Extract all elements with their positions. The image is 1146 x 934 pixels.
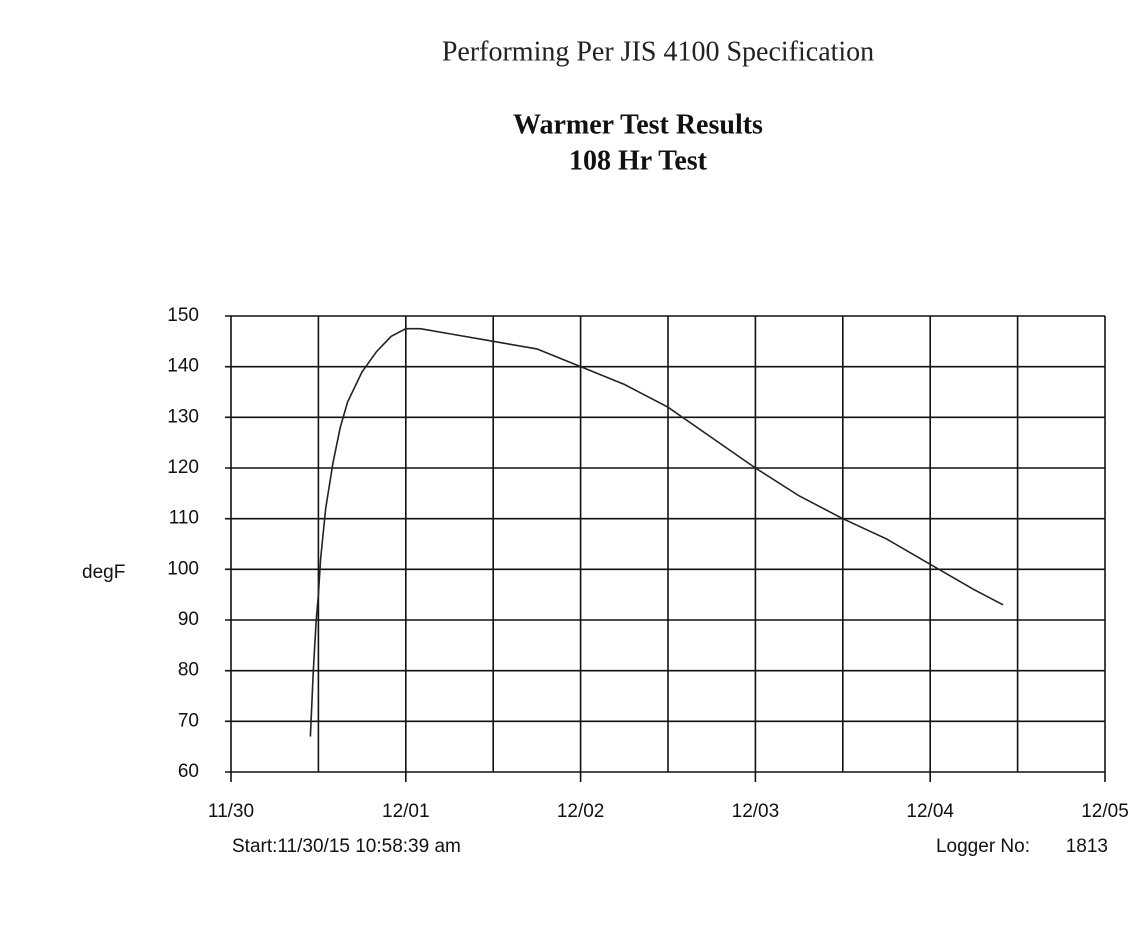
y-tick-label: 80: [178, 660, 199, 681]
chart-subtitle: 108 Hr Test: [569, 145, 708, 176]
x-tick-label: 12/02: [557, 801, 605, 822]
x-tick-label: 12/01: [382, 801, 430, 822]
x-tick-label: 12/04: [906, 801, 954, 822]
y-tick-label: 140: [167, 356, 199, 377]
y-axis-label: degF: [82, 562, 125, 583]
start-note: Start:11/30/15 10:58:39 am: [232, 836, 461, 857]
y-tick-label: 60: [178, 761, 199, 782]
y-tick-label: 130: [167, 406, 199, 427]
y-tick-label: 120: [167, 457, 199, 478]
logger-number: 1813: [1066, 836, 1108, 857]
x-tick-label: 11/30: [208, 801, 254, 822]
y-tick-label: 150: [167, 305, 199, 326]
logger-label: Logger No:: [936, 836, 1030, 857]
y-tick-label: 90: [178, 609, 199, 630]
data-line: [309, 327, 1004, 737]
chart-header: Performing Per JIS 4100 Specification: [442, 36, 874, 67]
chart-title: Warmer Test Results: [513, 109, 763, 140]
y-tick-label: 70: [178, 710, 199, 731]
x-tick-label: 12/03: [732, 801, 780, 822]
x-tick-label: 12/05: [1081, 801, 1129, 822]
y-tick-label: 110: [169, 508, 199, 529]
y-tick-label: 100: [167, 558, 199, 579]
